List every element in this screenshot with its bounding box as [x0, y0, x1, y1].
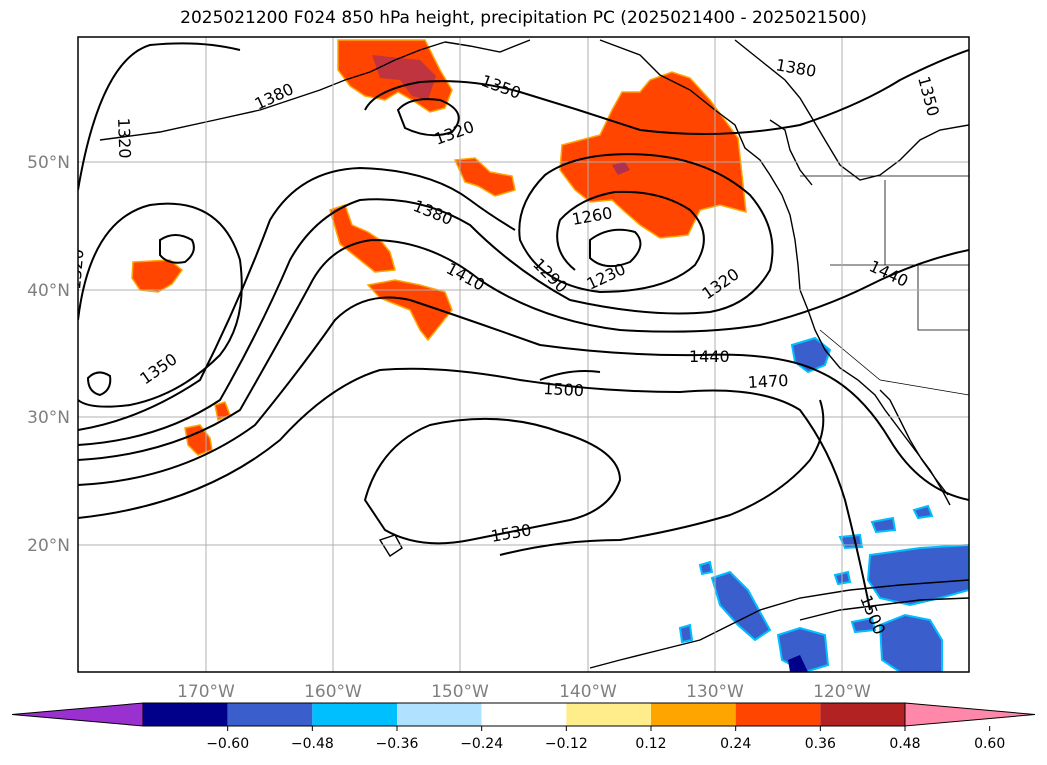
lat-label: 30°N [27, 408, 70, 428]
colorbar-tick-label: 0.48 [889, 736, 920, 752]
height-contours [78, 42, 969, 611]
map-frame [77, 36, 970, 673]
colorbar: −0.60 −0.48 −0.36 −0.24 −0.12 0.12 0.24 0.36 0.4… [11, 702, 1036, 752]
colorbar-extend-low [11, 702, 144, 727]
lat-label: 20°N [27, 536, 70, 556]
lon-label: 140°W [559, 682, 617, 702]
map-title: 2025021200 F024 850 hPa height, precipit… [180, 8, 867, 28]
lon-label: 120°W [813, 682, 871, 702]
coastlines [99, 39, 969, 669]
colorbar-swatch [143, 703, 228, 726]
colorbar-tick-label: 0.24 [720, 736, 751, 752]
colorbar-tick-label: −0.12 [545, 736, 588, 752]
colorbar-tick-label: −0.60 [206, 736, 249, 752]
precip-negative-areas [678, 336, 969, 672]
lon-label: 150°W [431, 682, 489, 702]
colorbar-tick-label: −0.24 [460, 736, 503, 752]
colorbar-tick-label: 0.36 [805, 736, 836, 752]
lon-label: 160°W [304, 682, 362, 702]
longitude-labels: 170°W 160°W 150°W 140°W 130°W 120°W [177, 682, 871, 702]
colorbar-swatch [566, 703, 651, 726]
colorbar-swatch [312, 703, 397, 726]
colorbar-swatch [481, 703, 567, 726]
colorbar-swatch [397, 703, 482, 726]
latitude-labels: 50°N 40°N 30°N 20°N [27, 153, 70, 556]
lon-label: 130°W [686, 682, 744, 702]
colorbar-frame [142, 702, 906, 727]
contour-label: 1470 [747, 371, 789, 392]
colorbar-swatch [735, 703, 821, 726]
colorbar-tick-label: 0.12 [635, 736, 666, 752]
contour-label: 1320 [65, 248, 87, 290]
colorbar-tick-label: −0.36 [376, 736, 419, 752]
colorbar-swatch [820, 703, 905, 726]
borders [800, 175, 969, 396]
contour-label: 1440 [689, 347, 730, 366]
contour-label: 1500 [543, 379, 585, 400]
colorbar-tick-label: 0.60 [974, 736, 1005, 752]
lat-label: 50°N [27, 153, 70, 173]
lon-label: 170°W [177, 682, 235, 702]
colorbar-swatch [651, 703, 736, 726]
lat-label: 40°N [27, 281, 70, 301]
colorbar-tick-label: −0.48 [291, 736, 334, 752]
contour-label: 1320 [114, 117, 134, 158]
colorbar-swatch [227, 703, 313, 726]
colorbar-extend-high [904, 702, 1036, 727]
